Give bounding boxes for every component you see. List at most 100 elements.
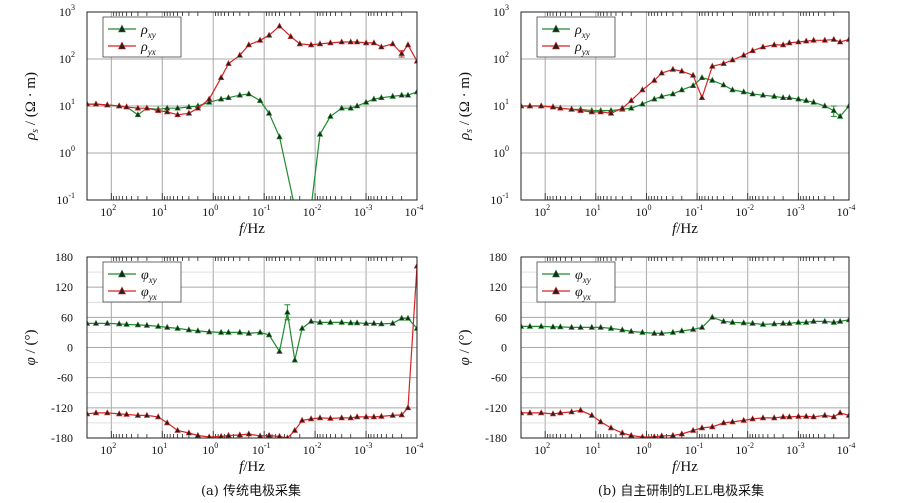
data-point-yx <box>185 109 193 116</box>
data-point-yx <box>689 71 697 78</box>
data-point-xy <box>557 323 564 330</box>
data-point-yx <box>729 56 736 63</box>
data-point-xy <box>143 321 151 328</box>
legend-box <box>102 261 182 303</box>
data-point-yx <box>740 416 747 423</box>
data-point-yx <box>720 419 727 426</box>
data-point-yx <box>217 74 225 80</box>
y-tick-label: 120 <box>489 280 507 294</box>
data-point-xy <box>217 95 225 102</box>
data-point-yx <box>430 75 435 80</box>
data-point-xy <box>378 94 385 100</box>
data-point-xy <box>284 308 291 315</box>
data-point-xy <box>678 327 686 334</box>
data-point-yx <box>749 47 756 54</box>
data-point-yx <box>276 22 283 29</box>
data-point-yx <box>651 433 657 438</box>
y-tick-label: -120 <box>485 401 507 415</box>
data-point-xy <box>884 52 889 57</box>
data-point-yx <box>689 426 697 433</box>
data-point-xy <box>549 323 557 330</box>
data-point-yx <box>154 413 162 420</box>
data-point-xy <box>749 90 756 97</box>
y-tick-label: -180 <box>485 431 507 445</box>
data-point-yx <box>316 414 324 421</box>
error-bar-yx <box>441 12 447 19</box>
x-tick-label: 10-3 <box>786 441 805 457</box>
data-point-xy <box>236 328 244 335</box>
data-point-xy <box>880 52 885 57</box>
data-point-yx <box>740 51 747 58</box>
data-point-yx <box>370 413 378 420</box>
ticks-a-rho <box>110 12 418 200</box>
y-tick-label: 60 <box>61 310 73 324</box>
data-point-xy <box>448 52 453 57</box>
data-point-xy <box>438 56 443 61</box>
data-point-xy <box>225 328 232 335</box>
data-point-yx <box>422 11 427 16</box>
x-tick-label: 100 <box>202 203 218 219</box>
y-tick-label: 180 <box>489 250 507 264</box>
data-point-xy <box>353 102 361 109</box>
data-point-xy <box>236 91 244 98</box>
series-line-yx <box>521 409 849 438</box>
data-point-yx <box>627 96 635 103</box>
x-axis-label: f/Hz <box>672 459 698 475</box>
data-point-yx <box>92 100 100 107</box>
data-point-xy <box>802 96 810 103</box>
legend-marker-xy <box>118 269 126 278</box>
data-point-xy <box>836 112 844 119</box>
x-tick-label: 10-3 <box>786 203 805 219</box>
data-point-xy <box>430 84 435 89</box>
data-point-xy <box>256 328 264 335</box>
data-point-xy <box>404 91 412 98</box>
data-point-yx <box>770 414 778 421</box>
data-point-yx <box>134 104 142 111</box>
data-point-yx <box>347 38 354 45</box>
legend-marker-yx <box>552 286 560 295</box>
data-point-yx <box>795 412 802 419</box>
data-point-xy <box>651 329 658 336</box>
data-point-xy <box>104 319 111 326</box>
data-point-yx <box>619 429 626 436</box>
data-point-yx <box>256 36 264 43</box>
data-point-xy <box>452 370 457 375</box>
data-point-yx <box>810 413 817 420</box>
x-tick-label: 10-4 <box>837 441 856 457</box>
data-point-xy <box>537 322 545 329</box>
data-point-yx <box>759 43 767 50</box>
data-point-xy <box>678 86 686 93</box>
x-tick-label: 10-2 <box>735 203 754 219</box>
data-point-yx <box>206 433 212 438</box>
data-point-yx <box>845 35 849 42</box>
data-point-yx <box>678 67 686 74</box>
legend-marker-xy <box>118 24 126 33</box>
plot-frame-a-rho <box>86 11 418 201</box>
data-point-xy <box>795 95 802 102</box>
data-point-xy <box>413 88 417 95</box>
data-point-xy <box>619 326 626 333</box>
y-axis-label: φ / (°) <box>23 330 39 366</box>
x-axis-label: f/Hz <box>239 459 265 475</box>
data-point-yx <box>225 59 232 66</box>
y-tick-label: 102 <box>59 50 75 66</box>
data-point-yx <box>795 38 802 45</box>
data-point-yx <box>347 414 354 421</box>
data-point-xy <box>163 323 171 330</box>
data-point-xy <box>430 277 435 282</box>
data-point-yx <box>884 409 889 414</box>
data-point-xy <box>245 90 253 97</box>
data-point-yx <box>597 418 604 425</box>
data-point-yx <box>549 410 557 417</box>
legend-marker-xy <box>552 24 560 33</box>
data-point-xy <box>441 395 446 400</box>
x-tick-label: 102 <box>534 441 550 457</box>
data-point-yx <box>880 412 885 417</box>
y-tick-label: 60 <box>495 310 507 324</box>
data-point-yx <box>370 39 378 46</box>
data-point-xy <box>821 102 829 109</box>
data-point-xy <box>786 94 793 100</box>
data-point-yx <box>389 411 396 418</box>
